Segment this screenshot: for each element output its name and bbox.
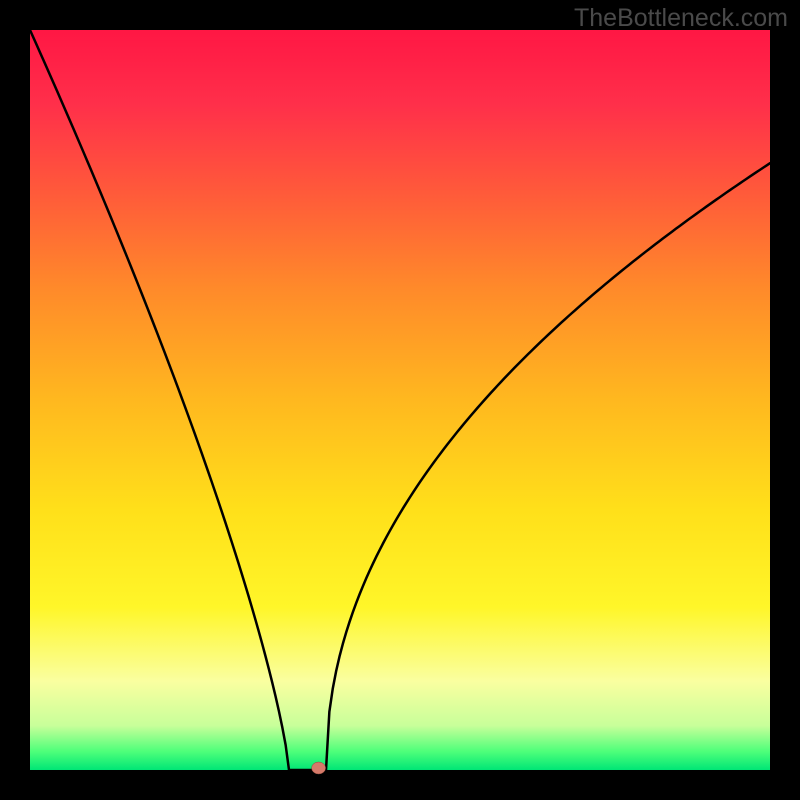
chart-container: TheBottleneck.com [0, 0, 800, 800]
watermark-label: TheBottleneck.com [574, 4, 788, 33]
bottleneck-chart [0, 0, 800, 800]
minimum-marker [312, 762, 326, 774]
plot-area [30, 30, 770, 770]
